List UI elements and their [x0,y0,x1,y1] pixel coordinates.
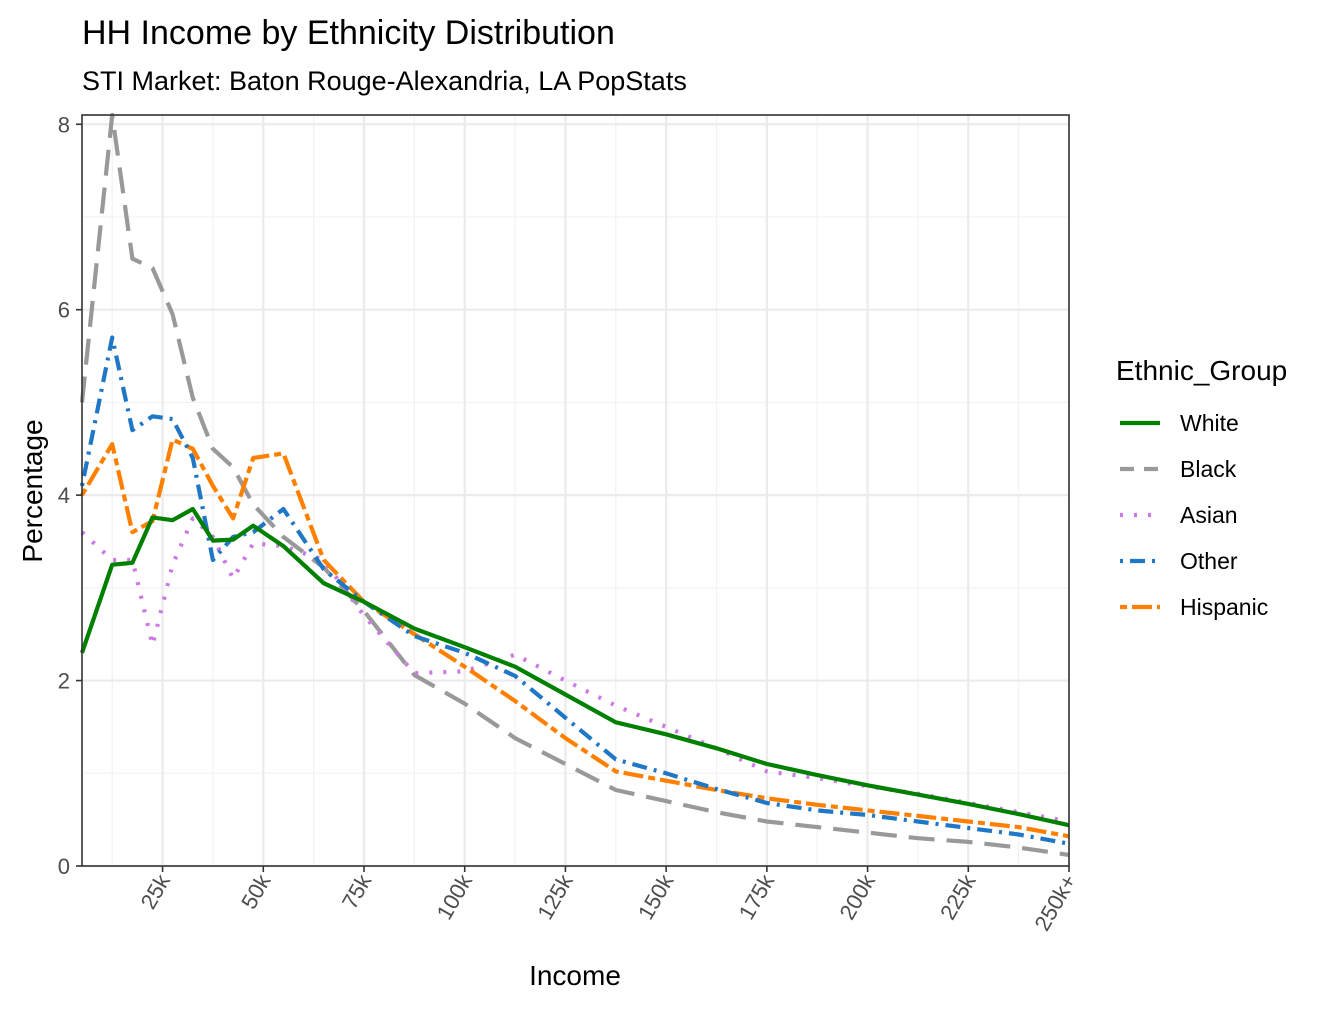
x-tick-label: 125k [532,869,578,924]
x-axis-title: Income [529,960,621,991]
legend-item-asian: Asian [1120,502,1238,528]
x-tick-label: 225k [935,869,981,924]
legend: Ethnic_Group White Black Asian Other Hispani… [1116,355,1287,620]
x-tick-label: 50k [236,869,276,913]
legend-label: White [1180,410,1239,436]
legend-label: Asian [1180,502,1238,528]
x-tick-label: 100k [432,869,478,924]
y-tick-label: 2 [58,669,70,694]
series-line-hispanic [80,437,1070,839]
legend-item-other: Other [1120,548,1238,574]
chart-subtitle: STI Market: Baton Rouge-Alexandria, LA P… [82,66,687,96]
series-lines [79,112,1070,857]
x-tick-label: 200k [834,869,880,924]
legend-item-black: Black [1120,456,1237,482]
y-tick-label: 8 [58,112,70,137]
gridlines [82,115,1071,868]
series-line-white [80,506,1070,828]
series-line-asian [80,516,1070,824]
axis-ticks: 0 2 4 6 8 25k 50k 75k 100k 125k 150k 175k 200k 225k 25… [58,112,1082,935]
y-tick-label: 6 [58,298,70,323]
chart-title: HH Income by Ethnicity Distribution [82,14,615,52]
legend-label: Black [1180,456,1237,482]
legend-label: Other [1180,548,1238,574]
x-tick-label: 25k [136,869,176,913]
y-tick-label: 4 [58,483,70,508]
legend-item-hispanic: Hispanic [1120,594,1268,620]
series-line-other [79,335,1070,846]
legend-label: Hispanic [1180,594,1268,620]
legend-item-white: White [1120,410,1239,436]
x-tick-label: 175k [734,869,780,924]
plot-panel-border [81,114,1070,867]
x-tick-label: 250k+ [1029,870,1081,935]
legend-title: Ethnic_Group [1116,355,1287,386]
y-axis-title: Percentage [17,419,48,562]
x-tick-label: 75k [337,869,377,913]
y-tick-label: 0 [58,854,70,879]
x-tick-label: 150k [633,869,679,924]
